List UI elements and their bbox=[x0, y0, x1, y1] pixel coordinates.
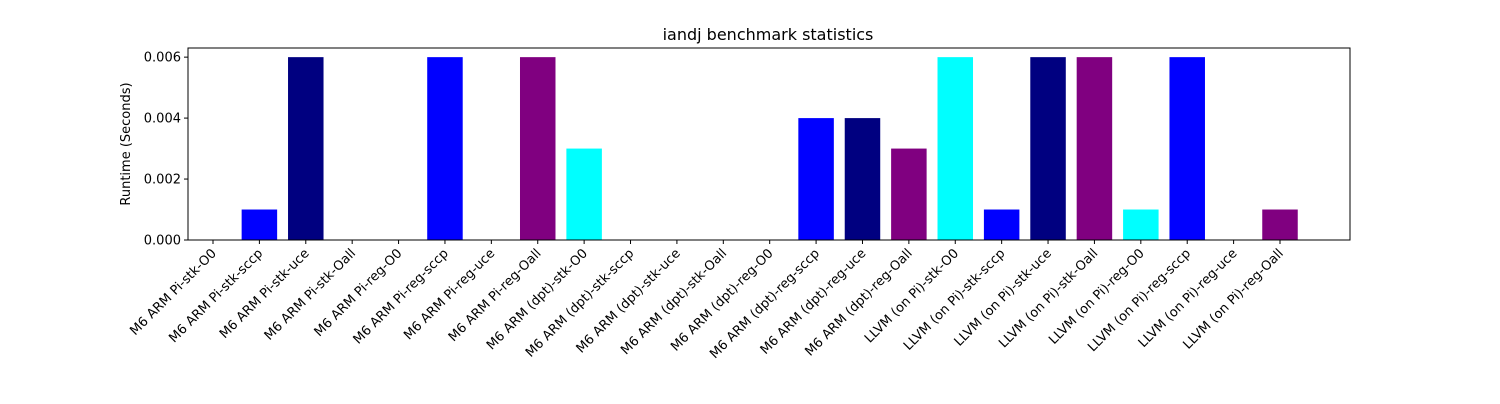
x-tick-label-4: M6 ARM Pi-reg-O0 bbox=[312, 246, 406, 340]
bar-19 bbox=[1076, 57, 1113, 240]
plot-area-frame bbox=[187, 47, 1351, 241]
bar-18 bbox=[1030, 57, 1066, 240]
bar-17 bbox=[983, 209, 1020, 240]
bar-13 bbox=[798, 118, 834, 240]
bars-layer bbox=[241, 57, 1298, 240]
x-tick-label-3: M6 ARM Pi-stk-Oall bbox=[262, 246, 359, 343]
bar-23 bbox=[1262, 209, 1298, 240]
x-tick-label-0: M6 ARM Pi-stk-O0 bbox=[127, 246, 219, 338]
y-tick-label-0: 0.000 bbox=[144, 234, 181, 249]
bar-14 bbox=[844, 118, 881, 240]
y-tick-label-2: 0.004 bbox=[144, 112, 181, 127]
y-tick-label-1: 0.002 bbox=[144, 173, 181, 188]
bar-2 bbox=[288, 57, 324, 240]
chart-title: iandj benchmark statistics bbox=[663, 25, 874, 44]
bar-15 bbox=[891, 148, 927, 240]
y-axis-label: Runtime (Seconds) bbox=[119, 82, 134, 205]
bar-8 bbox=[566, 148, 602, 240]
x-tick-label-2: M6 ARM Pi-stk-uce bbox=[217, 246, 313, 342]
bar-5 bbox=[427, 57, 463, 240]
bar-7 bbox=[519, 57, 556, 240]
y-axis-ticks: 0.000 0.002 0.004 0.006 bbox=[144, 51, 188, 249]
x-tick-label-6: M6 ARM Pi-reg-uce bbox=[401, 246, 498, 343]
bar-21 bbox=[1169, 57, 1205, 240]
y-tick-label-3: 0.006 bbox=[144, 51, 181, 66]
bar-20 bbox=[1123, 209, 1159, 240]
bar-16 bbox=[937, 57, 974, 240]
bar-1 bbox=[241, 209, 278, 240]
